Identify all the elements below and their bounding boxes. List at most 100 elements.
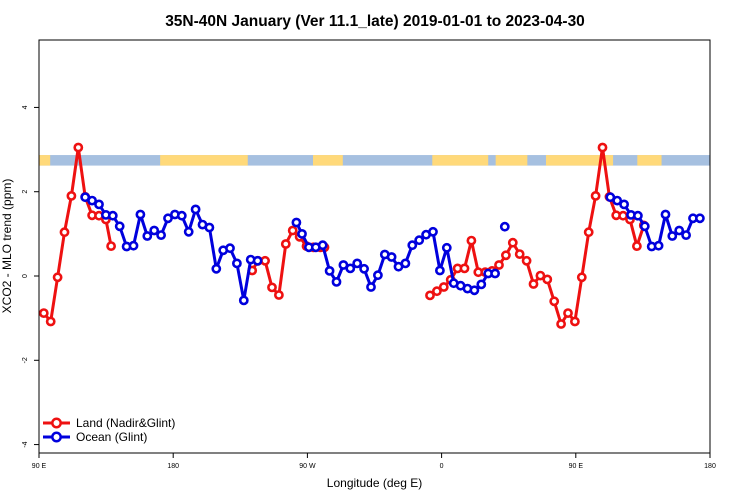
x-tick-label: 180	[167, 463, 179, 470]
land-strip-segment	[160, 155, 248, 166]
plot-frame	[38, 39, 711, 454]
x-tick-label: 180	[704, 463, 716, 470]
data-point-ocean	[156, 230, 166, 240]
data-point-land	[267, 282, 277, 293]
data-point-ocean	[317, 240, 328, 251]
data-point-ocean	[674, 225, 685, 236]
data-point-ocean	[681, 230, 691, 240]
data-point-ocean	[386, 252, 397, 262]
data-point-ocean	[633, 210, 643, 221]
data-point-land	[38, 308, 49, 318]
data-point-ocean	[667, 231, 678, 241]
data-point-land	[459, 263, 470, 274]
data-point-ocean	[128, 240, 139, 251]
y-tick-label: 0	[22, 274, 29, 278]
data-point-land	[521, 255, 532, 266]
data-point-ocean	[163, 213, 173, 224]
data-point-land	[494, 260, 504, 270]
data-point-land	[535, 270, 546, 281]
legend-item-land: Land (Nadir&Glint)	[43, 416, 175, 430]
data-point-ocean	[176, 210, 187, 221]
y-tick-label: 4	[22, 105, 29, 109]
data-point-ocean	[149, 225, 160, 236]
data-point-ocean	[434, 265, 445, 276]
data-point-ocean	[211, 263, 222, 274]
data-point-ocean	[252, 255, 263, 266]
data-point-land	[431, 286, 442, 297]
data-point-land	[280, 239, 291, 249]
data-point-ocean	[114, 221, 125, 232]
x-tick-label: 90 E	[569, 463, 584, 470]
data-point-ocean	[142, 231, 153, 241]
legend-label-ocean: Ocean (Glint)	[76, 430, 147, 444]
data-point-ocean	[441, 242, 452, 253]
data-point-land	[570, 316, 580, 327]
series-layer	[38, 142, 705, 329]
data-point-land	[590, 190, 601, 201]
data-point-ocean	[238, 295, 249, 306]
legend-marker-ocean	[51, 431, 62, 443]
data-point-ocean	[225, 243, 235, 254]
data-point-ocean	[372, 270, 383, 281]
data-point-ocean	[653, 240, 664, 251]
y-tick-label: -4	[22, 441, 29, 447]
data-point-ocean	[476, 279, 487, 290]
data-point-land	[500, 250, 511, 261]
land-ocean-strip	[39, 155, 710, 166]
legend-marker-land	[51, 417, 62, 429]
y-axis: -4 -2 0 2 4	[22, 105, 39, 448]
data-point-ocean	[660, 209, 671, 220]
x-axis-label: Longitude (deg E)	[327, 476, 422, 490]
data-point-land	[507, 237, 518, 248]
data-point-land	[59, 227, 70, 238]
data-point-ocean	[331, 276, 342, 287]
x-tick-label: 90 W	[299, 463, 316, 470]
y-tick-label: -2	[22, 357, 29, 363]
data-point-ocean	[204, 222, 215, 233]
data-point-ocean	[366, 282, 376, 292]
data-point-land	[632, 241, 642, 251]
legend-label-land: Land (Nadir&Glint)	[76, 416, 175, 430]
data-point-land	[52, 272, 63, 283]
land-strip-segment	[432, 155, 489, 166]
data-point-ocean	[612, 195, 623, 206]
x-tick-label: 90 E	[32, 463, 47, 470]
series-line-land	[42, 146, 113, 323]
legend-item-ocean: Ocean (Glint)	[43, 430, 147, 444]
ocean-strip	[39, 155, 710, 166]
data-point-ocean	[94, 199, 104, 210]
data-point-ocean	[407, 240, 418, 251]
series-land	[38, 142, 649, 329]
data-point-ocean	[352, 258, 363, 269]
data-point-ocean	[469, 285, 480, 296]
x-tick-label: 0	[440, 463, 444, 470]
land-strip-segment	[312, 155, 343, 166]
land-strip-segment	[39, 155, 51, 166]
data-point-land	[576, 272, 587, 283]
chart-title: 35N-40N January (Ver 11.1_late) 2019-01-…	[165, 13, 585, 30]
data-point-ocean	[135, 209, 146, 220]
data-point-ocean	[183, 226, 194, 237]
data-point-ocean	[107, 210, 118, 221]
data-point-land	[563, 308, 573, 318]
data-point-land	[287, 225, 298, 236]
y-tick-label: 2	[22, 190, 29, 194]
series-line-land	[429, 146, 646, 326]
data-point-ocean	[695, 213, 705, 224]
series-ocean	[80, 192, 705, 306]
data-point-land	[528, 279, 539, 289]
x-axis: 90 E 180 90 W 0 90 E 180	[32, 453, 716, 470]
data-point-land	[45, 316, 56, 327]
data-point-land	[514, 249, 525, 259]
data-point-land	[466, 235, 477, 246]
data-point-land	[273, 290, 284, 300]
data-point-land	[597, 142, 608, 153]
data-point-land	[583, 227, 594, 238]
data-point-ocean	[359, 263, 369, 274]
data-point-land	[66, 190, 77, 201]
data-point-land	[556, 319, 566, 329]
data-point-ocean	[428, 226, 438, 237]
data-point-ocean	[345, 263, 356, 274]
data-point-ocean	[190, 204, 201, 215]
